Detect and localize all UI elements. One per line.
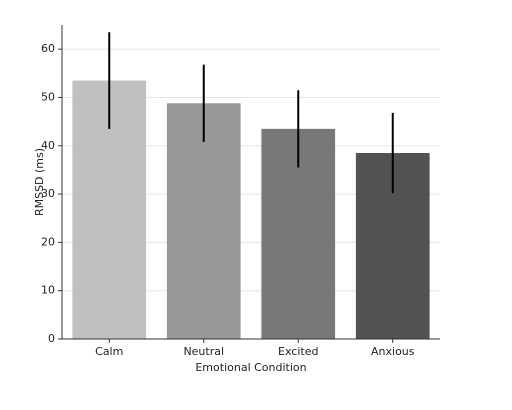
- x-tick-label: Excited: [278, 345, 318, 358]
- y-tick-label: 40: [41, 139, 55, 152]
- y-tick-label: 50: [41, 90, 55, 103]
- y-tick-label: 60: [41, 42, 55, 55]
- x-axis-label: Emotional Condition: [195, 361, 306, 374]
- y-tick-label: 0: [48, 332, 55, 345]
- y-tick-label: 20: [41, 235, 55, 248]
- x-tick-label: Anxious: [371, 345, 415, 358]
- x-tick-label: Calm: [95, 345, 123, 358]
- bar: [166, 103, 241, 340]
- y-tick-label: 10: [41, 284, 55, 297]
- y-axis-label: RMSSD (ms): [33, 148, 46, 216]
- y-tick-label: 30: [41, 187, 55, 200]
- x-tick-label: Neutral: [183, 345, 224, 358]
